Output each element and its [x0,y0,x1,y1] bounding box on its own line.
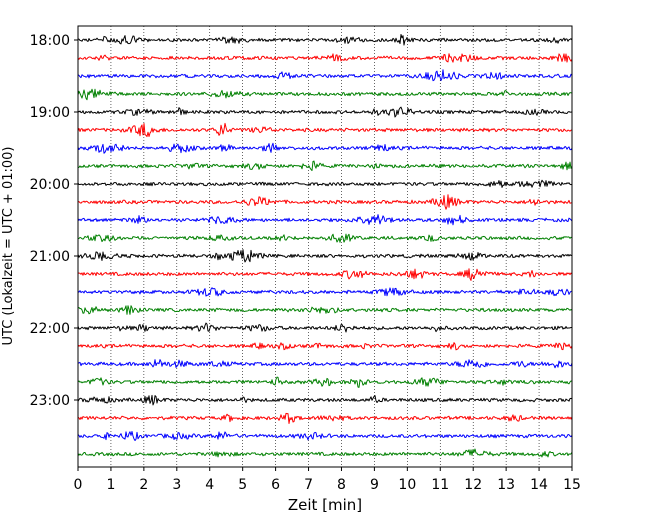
seismic-trace [77,179,573,188]
seismic-trace [77,33,573,46]
x-axis: 0 1 2 3 4 5 6 7 8 9 10 11 12 13 14 15 [74,467,581,493]
x-tick-label: 3 [172,477,181,493]
seismic-trace [77,322,573,333]
seismic-trace [77,412,573,424]
x-tick-label: 15 [563,477,581,493]
x-tick-label: 10 [398,477,416,493]
x-tick-label: 8 [337,477,346,493]
x-tick-label: 0 [74,477,83,493]
y-tick-label: 23:00 [30,393,70,409]
seismic-trace [77,359,573,369]
x-tick-label: 12 [464,477,482,493]
plot-frame [77,25,573,468]
seismic-trace [77,122,573,138]
seismic-trace [77,214,573,226]
seismic-trace [77,287,573,297]
y-axis: 18:00 19:00 20:00 21:00 22:00 23:00 [30,33,78,409]
x-tick-label: 6 [271,477,280,493]
x-tick-label: 7 [304,477,313,493]
y-tick-label: 19:00 [30,105,70,121]
x-tick-label: 2 [139,477,148,493]
seismic-trace [77,430,573,442]
seismic-trace [77,160,573,172]
seismic-trace [77,233,573,243]
x-tick-label: 5 [238,477,247,493]
x-tick-label: 13 [497,477,515,493]
y-tick-label: 21:00 [30,249,70,265]
seismic-trace [77,305,573,315]
y-axis-label: UTC (Lokalzeit = UTC + 01:00) [1,147,16,346]
x-tick-label: 1 [106,477,115,493]
seismic-trace [77,448,573,458]
seismic-trace [77,194,573,210]
x-tick-label: 11 [431,477,449,493]
x-tick-label: 4 [205,477,214,493]
seismic-trace [77,106,573,118]
seismic-trace [77,88,573,101]
seismic-trace [77,268,573,281]
seismic-trace [77,142,573,154]
x-axis-label: Zeit [min] [288,496,362,514]
traces [77,33,573,458]
seismic-trace [77,53,573,63]
y-tick-label: 22:00 [30,321,70,337]
seismic-trace [77,394,573,406]
x-tick-label: 9 [370,477,379,493]
x-tick-label: 14 [530,477,548,493]
y-tick-label: 18:00 [30,33,70,49]
seismic-trace [77,376,573,388]
seismic-trace [77,342,573,351]
seismic-trace [77,249,573,263]
y-tick-label: 20:00 [30,177,70,193]
seismic-trace [77,69,573,82]
